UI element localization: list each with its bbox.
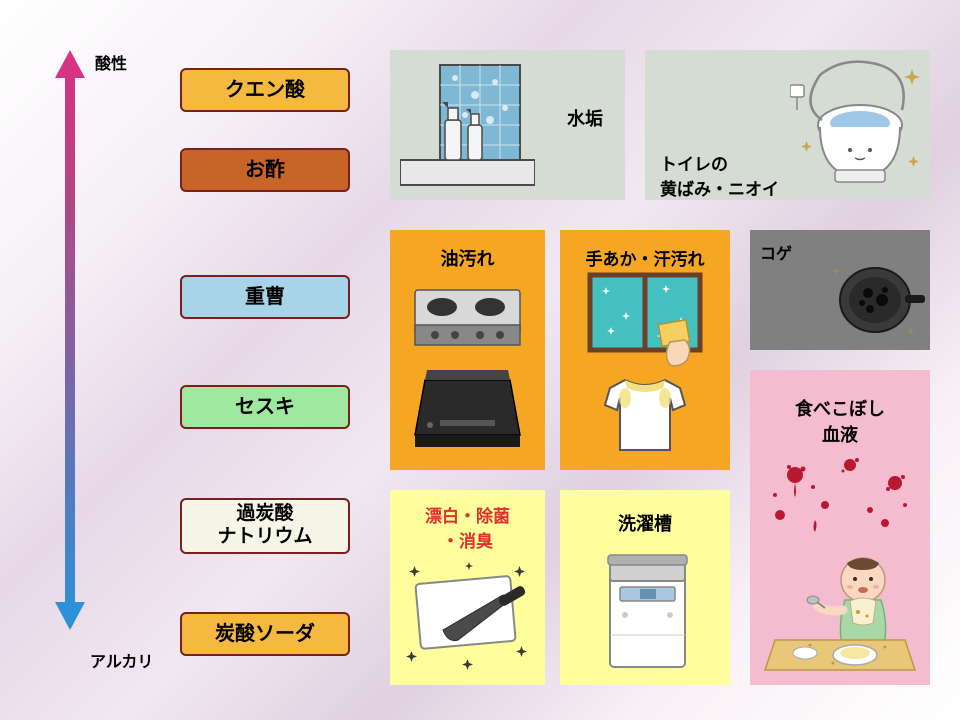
arrow-head-alkali <box>55 602 85 630</box>
panel-label: 水垢 <box>555 105 615 131</box>
panel-label: 手あか・汗汚れ <box>560 245 730 270</box>
washer-illustration <box>600 545 695 675</box>
bleach-illustration <box>398 555 538 675</box>
agent-percarb: 過炭酸 ナトリウム <box>180 498 350 554</box>
limescale-illustration <box>400 60 535 190</box>
panel-label: コゲ <box>760 240 810 264</box>
grease-illustration <box>400 275 535 460</box>
agent-label: クエン酸 <box>225 78 305 102</box>
ph-arrow <box>55 50 85 630</box>
arrow-shaft <box>65 70 75 610</box>
agent-citric: クエン酸 <box>180 68 350 112</box>
stain-illustration <box>755 445 925 680</box>
axis-top-label: 酸性 <box>95 50 127 74</box>
panel-label: 食べこぼし 血液 <box>750 395 930 447</box>
scorch-illustration <box>820 255 925 345</box>
agent-soda: 炭酸ソーダ <box>180 612 350 656</box>
agent-label: セスキ <box>235 395 295 419</box>
toilet-illustration <box>790 55 925 185</box>
handprint-illustration <box>575 270 720 465</box>
agent-label: 炭酸ソーダ <box>215 622 315 646</box>
axis-bottom-label: アルカリ <box>90 648 153 672</box>
agent-label: お酢 <box>245 158 285 182</box>
panel-label: 油汚れ <box>390 245 545 271</box>
agent-label: 重曹 <box>245 285 285 309</box>
panel-label: 漂白・除菌 ・消臭 <box>390 502 545 552</box>
panel-label: 洗濯槽 <box>560 510 730 536</box>
agent-vinegar: お酢 <box>180 148 350 192</box>
agent-label: 過炭酸 ナトリウム <box>217 503 312 549</box>
agent-sesqui: セスキ <box>180 385 350 429</box>
agent-baking: 重曹 <box>180 275 350 319</box>
panel-label: トイレの 黄ばみ・ニオイ <box>660 150 800 200</box>
